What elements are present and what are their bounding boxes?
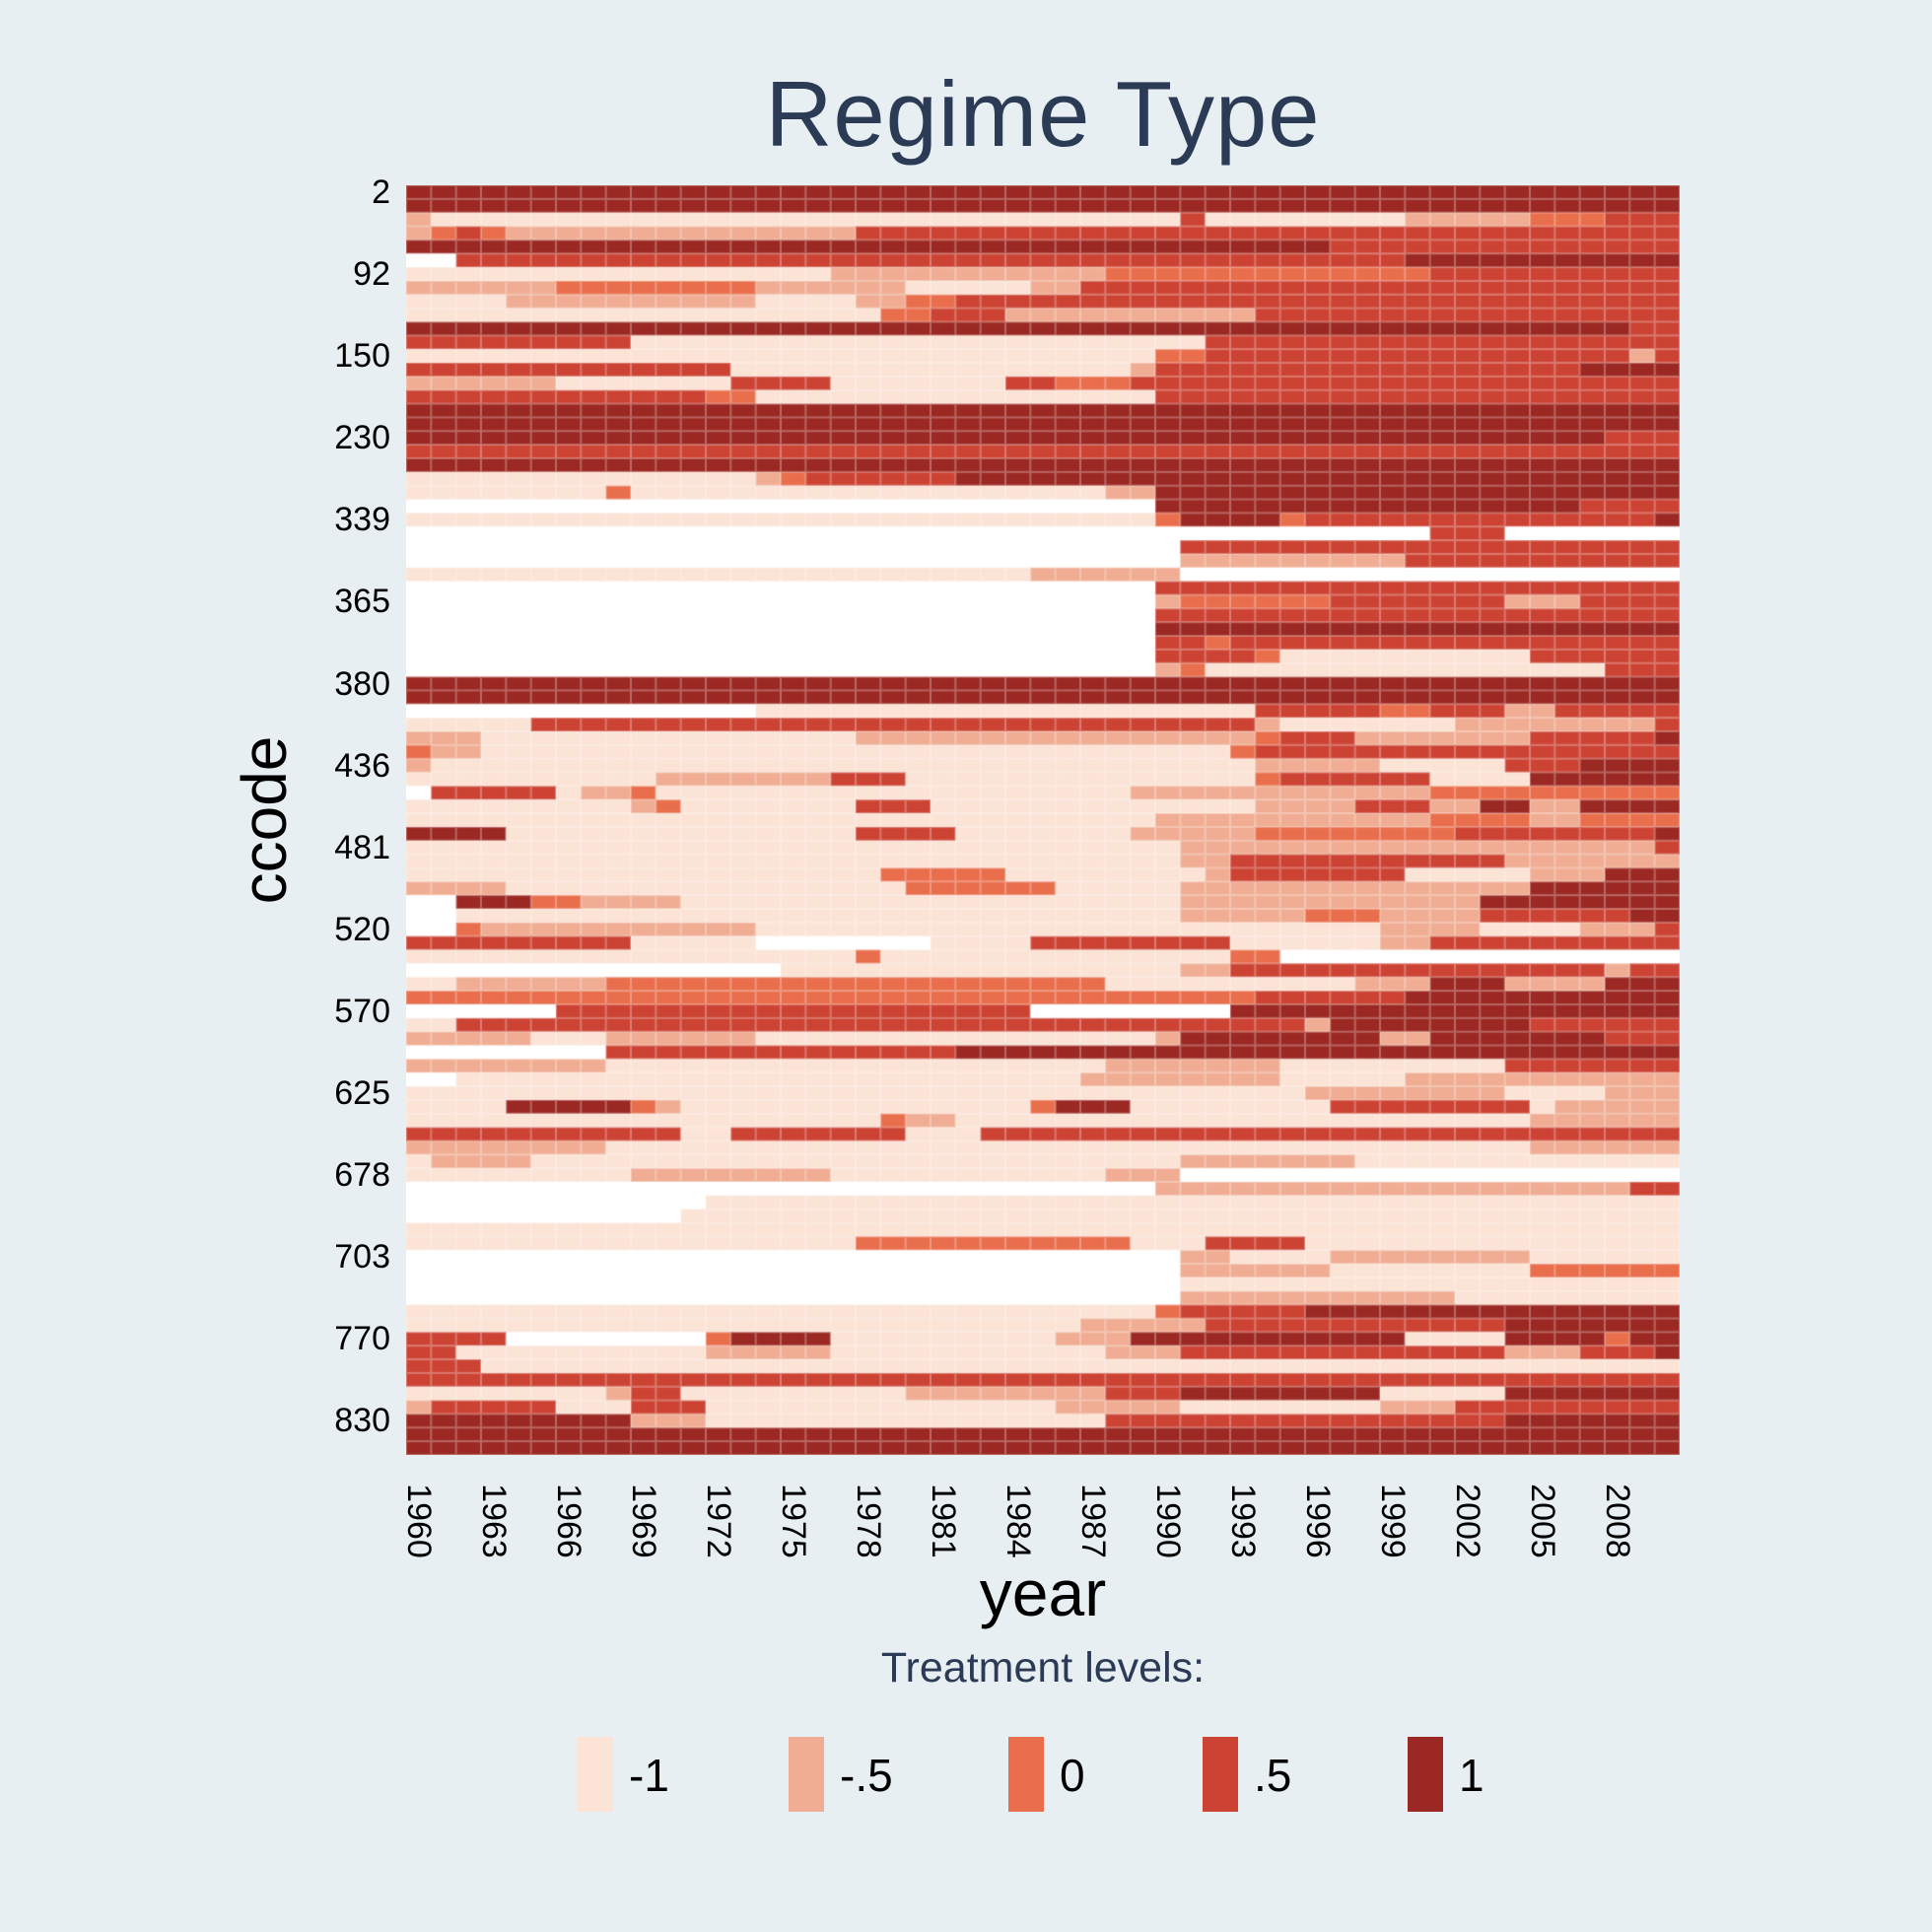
- y-tick-label: 570: [334, 992, 390, 1030]
- y-tick-label: 380: [334, 664, 390, 703]
- chart-title: Regime Type: [765, 62, 1321, 166]
- legend-label: 1: [1459, 1750, 1484, 1801]
- legend-swatch: [1408, 1737, 1443, 1812]
- legend-label: .5: [1254, 1750, 1292, 1801]
- y-tick-label: 625: [334, 1073, 390, 1112]
- legend-swatch: [1008, 1737, 1044, 1812]
- legend-title: Treatment levels:: [880, 1644, 1206, 1691]
- y-tick-label: 481: [334, 828, 390, 866]
- y-tick-label: 830: [334, 1402, 390, 1440]
- y-axis-title: ccode: [229, 735, 300, 905]
- y-tick-label: 92: [353, 255, 390, 294]
- legend-label: -.5: [840, 1750, 893, 1801]
- legend-label: 0: [1060, 1750, 1085, 1801]
- y-tick-label: 150: [334, 337, 390, 376]
- y-tick-label: 230: [334, 419, 390, 457]
- y-tick-label: 365: [334, 583, 390, 621]
- heatmap-plot: [406, 185, 1680, 1455]
- y-tick-label: 770: [334, 1320, 390, 1358]
- y-tick-label: 339: [334, 501, 390, 539]
- x-axis-title: year: [979, 1556, 1107, 1629]
- legend-swatch: [789, 1737, 824, 1812]
- y-tick-label: 520: [334, 910, 390, 948]
- y-tick-label: 2: [372, 172, 390, 211]
- legend-swatch: [578, 1737, 613, 1812]
- legend-swatch: [1203, 1737, 1238, 1812]
- legend-label: -1: [629, 1750, 669, 1801]
- y-tick-label: 678: [334, 1156, 390, 1195]
- y-tick-label: 703: [334, 1238, 390, 1276]
- y-tick-label: 436: [334, 746, 390, 785]
